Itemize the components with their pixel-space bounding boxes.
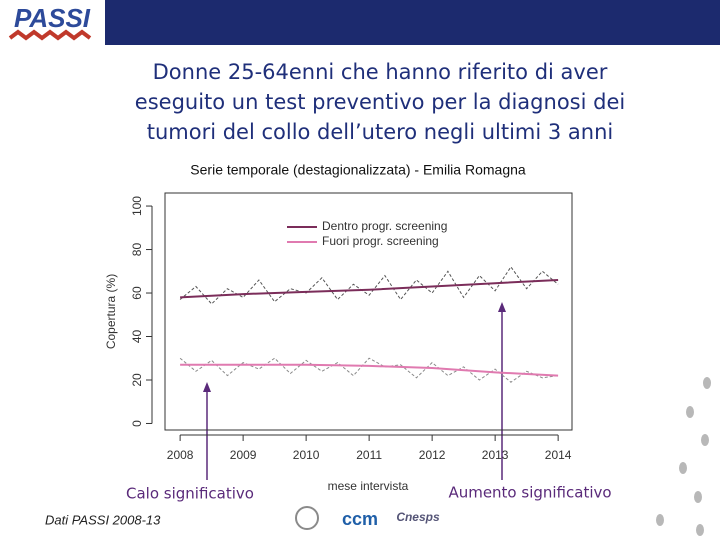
logo: PASSI — [14, 3, 91, 33]
chart-title: tumori del collo dell’utero negli ultimi… — [147, 120, 614, 144]
legend-label: Dentro progr. screening — [322, 219, 447, 233]
x-tick-label: 2014 — [545, 448, 572, 462]
detail-line — [179, 357, 559, 383]
legend-label: Fuori progr. screening — [322, 234, 439, 248]
annotation: Aumento significativo — [448, 484, 611, 502]
arrow-head — [498, 302, 506, 312]
logo-icon — [295, 506, 319, 530]
x-tick-label: 2009 — [230, 448, 257, 462]
footprints — [656, 377, 711, 536]
source: Dati PASSI 2008-13 — [45, 512, 161, 527]
x-tick-label: 2008 — [167, 448, 194, 462]
detail-line — [179, 266, 559, 305]
footer-logo: ccm — [342, 509, 378, 529]
x-axis-label: mese intervista — [328, 479, 409, 493]
y-tick-label: 100 — [130, 196, 144, 216]
chart-subtitle: Serie temporale (destagionalizzata) - Em… — [190, 162, 526, 178]
x-tick-label: 2010 — [293, 448, 320, 462]
logo-decoration — [8, 29, 92, 41]
y-tick-label: 20 — [130, 373, 144, 387]
header-bar — [105, 0, 720, 45]
chart-title: eseguito un test preventivo per la diagn… — [135, 90, 625, 114]
trend-line — [180, 279, 559, 299]
y-tick-label: 80 — [130, 243, 144, 257]
y-tick-label: 60 — [130, 286, 144, 300]
trend-line — [180, 363, 559, 377]
plot-frame — [164, 192, 573, 431]
x-tick-label: 2011 — [356, 448, 382, 462]
chart-title: Donne 25-64enni che hanno riferito di av… — [153, 60, 608, 84]
arrow-head — [203, 382, 211, 392]
y-axis-label: Copertura (%) — [104, 274, 118, 349]
y-tick-label: 0 — [130, 420, 144, 427]
y-tick-label: 40 — [130, 330, 144, 344]
annotation: Calo significativo — [126, 485, 254, 503]
x-tick-label: 2012 — [419, 448, 446, 462]
x-tick-label: 2013 — [482, 448, 509, 462]
footer-logo: Cnesps — [396, 510, 440, 524]
